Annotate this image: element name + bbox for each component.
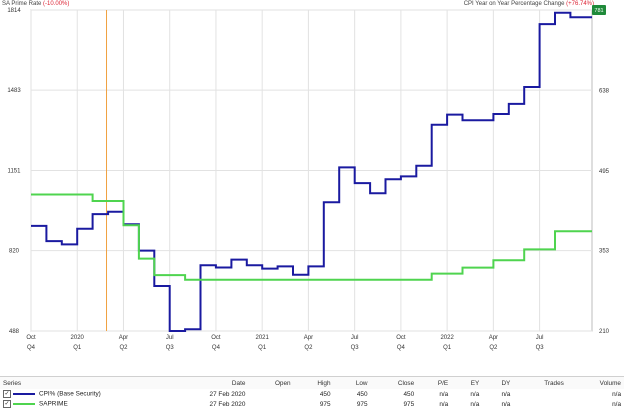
x-tick-sublabel: Q3 [166,345,175,351]
x-tick-sublabel: Q4 [212,345,221,351]
cell-close: 450 [403,390,415,398]
x-tick-label: Apr [489,335,498,341]
legend-table: Series Date Open High Low Close P/E EY D… [0,377,624,409]
left-axis-tick-label: 1483 [7,88,21,94]
current-value-label: 781 [594,8,603,14]
cell-ey: n/a [470,400,480,408]
col-volume: Volume [599,379,621,387]
x-tick-label: Oct [396,335,406,341]
col-dy: DY [501,379,511,387]
chart-area[interactable]: SA Prime Rate (-10.00%) CPI Year on Year… [0,0,624,364]
x-tick-label: Apr [304,335,313,341]
right-series-change: (+76.74%) [566,1,594,7]
legend-header-row: Series Date Open High Low Close P/E EY D… [0,377,624,389]
cell-volume: n/a [612,390,621,398]
left-series-change: (-10.00%) [43,1,70,7]
cell-open [248,389,293,399]
saprime-series-line [31,193,592,281]
x-tick-sublabel: Q4 [397,345,406,351]
series-name: CPI% (Base Security) [39,390,101,398]
x-tick-sublabel: Q4 [27,345,36,351]
x-tick-label: Oct [26,335,36,341]
x-tick-sublabel: Q1 [258,345,267,351]
legend-row-saprime[interactable]: ✓ SAPRIME 27 Feb 2020 975 975 975 n/a n/a… [0,399,624,409]
right-series-name: CPI Year on Year Percentage Change [463,1,565,7]
series-name: SAPRIME [39,400,68,408]
cell-dy: n/a [501,400,511,408]
series-swatch-green [13,403,35,405]
checkbox-icon[interactable]: ✓ [3,390,11,398]
x-tick-label: Oct [211,335,221,341]
x-tick-sublabel: Q3 [536,345,545,351]
col-open: Open [274,379,291,387]
right-axis-tick-label: 353 [599,249,610,255]
col-close: Close [397,379,415,387]
cell-pe: n/a [439,390,449,398]
x-tick-label: Jul [351,335,359,341]
left-axis-tick-label: 488 [9,329,20,335]
x-tick-sublabel: Q2 [489,345,498,351]
x-tick-label: 2020 [71,335,85,341]
cell-dy: n/a [501,390,511,398]
cell-ey: n/a [470,390,480,398]
col-ey: EY [470,379,480,387]
series-cell: ✓ CPI% (Base Security) [0,389,161,399]
left-series-name: SA Prime Rate [2,1,42,7]
legend-row-cpi[interactable]: ✓ CPI% (Base Security) 27 Feb 2020 450 45… [0,389,624,399]
left-series-title: SA Prime Rate (-10.00%) [2,1,69,7]
left-axis-tick-label: 1814 [7,8,21,14]
cell-low: 975 [356,400,368,408]
right-axis-tick-label: 210 [599,329,610,335]
right-axis-tick-label: 638 [599,88,610,94]
left-axis-tick-label: 820 [9,249,20,255]
current-value-badge [592,5,606,15]
cell-volume: n/a [612,400,621,408]
x-tick-sublabel: Q2 [119,345,128,351]
x-tick-sublabel: Q2 [304,345,313,351]
cell-high: 975 [319,400,331,408]
cell-high: 450 [319,390,331,398]
cell-trades [513,389,567,399]
col-trades: Trades [544,379,564,387]
col-high: High [317,379,331,387]
col-series: Series [3,379,22,387]
series-swatch-blue [13,393,35,395]
col-low: Low [355,379,368,387]
left-axis-tick-label: 1151 [8,169,22,175]
x-tick-sublabel: Q1 [73,345,82,351]
cell-open [248,399,293,409]
x-tick-label: 2022 [440,335,454,341]
x-tick-sublabel: Q3 [351,345,360,351]
right-series-title: CPI Year on Year Percentage Change (+76.… [464,1,594,7]
legend-panel: Series Date Open High Low Close P/E EY D… [0,376,624,417]
cell-low: 450 [356,390,368,398]
cell-pe: n/a [439,400,449,408]
right-axis-tick-label: 495 [599,169,610,175]
x-tick-sublabel: Q1 [443,345,452,351]
col-date: Date [231,379,246,387]
x-tick-label: Jul [166,335,174,341]
series-cell: ✓ SAPRIME [0,399,161,409]
checkbox-icon[interactable]: ✓ [3,400,11,408]
chart-svg[interactable]: Oct Q4 2020 Q1 Apr Q2 Jul Q3 Oct Q4 2021 Q1 Apr Q2 Jul… [0,0,624,364]
cell-trades [513,399,567,409]
cell-date: 27 Feb 2020 [209,390,246,398]
cell-date: 27 Feb 2020 [209,400,246,408]
x-tick-label: 2021 [256,335,270,341]
col-pe: P/E [437,379,449,387]
cell-close: 975 [403,400,415,408]
x-tick-label: Apr [119,335,128,341]
x-tick-label: Jul [536,335,544,341]
